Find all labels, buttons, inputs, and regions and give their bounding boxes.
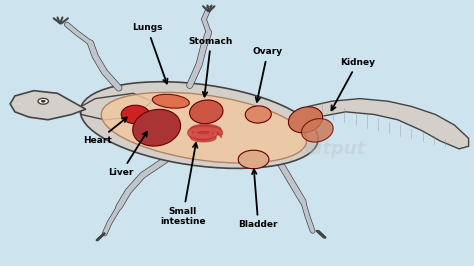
Ellipse shape xyxy=(288,107,323,133)
Ellipse shape xyxy=(190,100,223,124)
Polygon shape xyxy=(299,99,469,149)
Text: Ovary: Ovary xyxy=(253,47,283,102)
Text: output: output xyxy=(297,140,365,158)
Polygon shape xyxy=(81,93,152,120)
Ellipse shape xyxy=(80,82,318,168)
Ellipse shape xyxy=(41,100,46,103)
Text: Stomach: Stomach xyxy=(189,37,233,97)
Text: Lungs: Lungs xyxy=(132,23,167,84)
Text: Heart: Heart xyxy=(83,118,127,146)
Ellipse shape xyxy=(301,119,333,142)
Ellipse shape xyxy=(245,106,271,123)
Text: Kidney: Kidney xyxy=(331,58,375,110)
Ellipse shape xyxy=(121,105,150,124)
Ellipse shape xyxy=(38,98,48,104)
Text: Small
intestine: Small intestine xyxy=(160,143,205,226)
Text: Liver: Liver xyxy=(109,132,147,177)
Text: Bladder: Bladder xyxy=(238,169,278,229)
Polygon shape xyxy=(10,91,86,120)
Ellipse shape xyxy=(152,94,189,108)
Ellipse shape xyxy=(238,150,269,169)
Ellipse shape xyxy=(133,109,181,146)
Ellipse shape xyxy=(101,92,307,163)
Text: ♥: ♥ xyxy=(285,114,335,168)
